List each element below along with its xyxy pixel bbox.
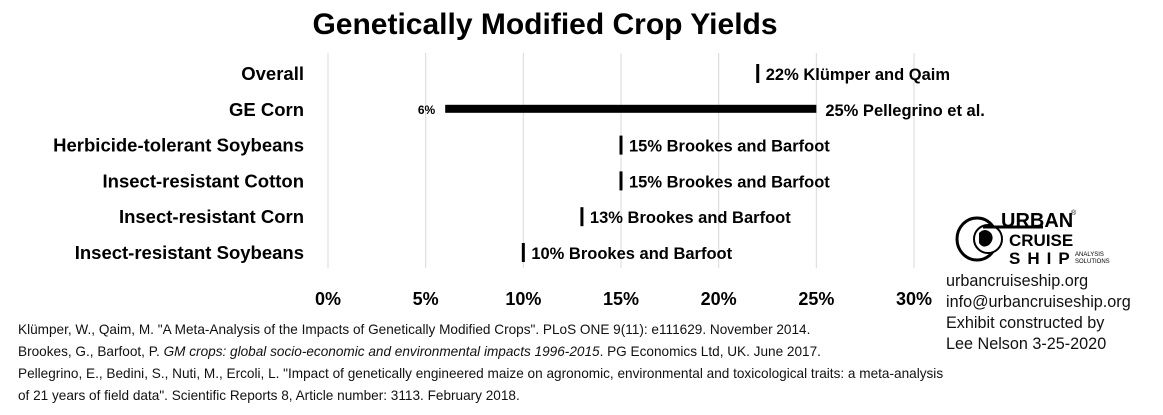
reference-2-authors: Brookes, G., Barfoot, P. [18,344,164,359]
credit-line-2: Lee Nelson 3-25-2020 [946,335,1107,353]
x-tick-label: 10% [505,289,541,309]
data-label: 15% Brookes and Barfoot [629,173,830,191]
x-tick-label: 5% [413,289,439,309]
reference-2-title: GM crops: global socio-economic and envi… [163,344,600,359]
x-tick-label: 25% [798,289,834,309]
references: Klümper, W., Qaim, M. "A Meta-Analysis o… [18,319,948,407]
category-label: GE Corn [229,99,304,120]
value-marker [756,64,760,83]
globe-icon [955,216,1043,262]
value-marker [619,135,623,155]
reference-2-publisher: . PG Economics Ltd, UK. June 2017. [599,344,821,359]
logo-word-ship: SHIP [1009,249,1077,267]
category-label: Insect-resistant Soybeans [75,242,304,263]
credit-line-1: Exhibit constructed by [946,314,1105,332]
logo-word-cruise: CRUISE [1009,231,1073,250]
category-label: Overall [241,63,304,84]
website-link[interactable]: urbancruiseship.org [946,272,1089,290]
x-tick-label: 30% [896,289,932,309]
value-marker [580,207,584,227]
logo-tagline-analysis: ANALYSIS [1075,252,1104,258]
urban-cruise-ship-logo: URBAN ® CRUISE SHIP ANALYSIS SOLUTIONS [955,209,1110,267]
reference-3: Pellegrino, E., Bedini, S., Nuti, M., Er… [18,366,944,403]
value-marker [521,243,525,262]
x-tick-label: 0% [315,289,341,309]
category-labels: Overall GE Corn Herbicide-tolerant Soybean… [53,63,304,263]
category-label: Insect-resistant Cotton [103,170,304,191]
data-label: 13% Brookes and Barfoot [590,209,791,227]
reference-2: Brookes, G., Barfoot, P. GM crops: globa… [18,341,948,363]
category-label: Insect-resistant Corn [119,206,304,227]
email-link[interactable]: info@urbancruiseship.org [946,293,1131,311]
contact-block: urbancruiseship.org info@urbancruiseship… [946,271,1161,355]
value-marker [619,171,623,191]
logo-tagline-solutions: SOLUTIONS [1075,259,1110,265]
logo-registered-mark: ® [1071,209,1077,217]
range-bar [445,104,817,113]
x-tick-label: 20% [701,289,737,309]
logo-word-urban: URBAN [1001,210,1073,232]
range-low-label: 6% [418,103,436,117]
x-axis-tick-labels: 0% 5% 10% 15% 20% 25% 30% [315,289,932,309]
data-label: 22% Klümper and Qaim [766,66,950,84]
data-label: 10% Brookes and Barfoot [531,245,732,263]
x-tick-label: 15% [603,289,639,309]
gridlines [327,53,915,268]
chart-marks: 22% Klümper and Qaim 6% 25% Pellegrino et … [418,64,985,263]
chart-title: Genetically Modified Crop Yields [312,8,777,41]
category-label: Herbicide-tolerant Soybeans [53,135,304,156]
reference-1: Klümper, W., Qaim, M. "A Meta-Analysis o… [18,322,811,337]
data-label: 25% Pellegrino et al. [825,102,985,120]
data-label: 15% Brookes and Barfoot [629,138,830,156]
